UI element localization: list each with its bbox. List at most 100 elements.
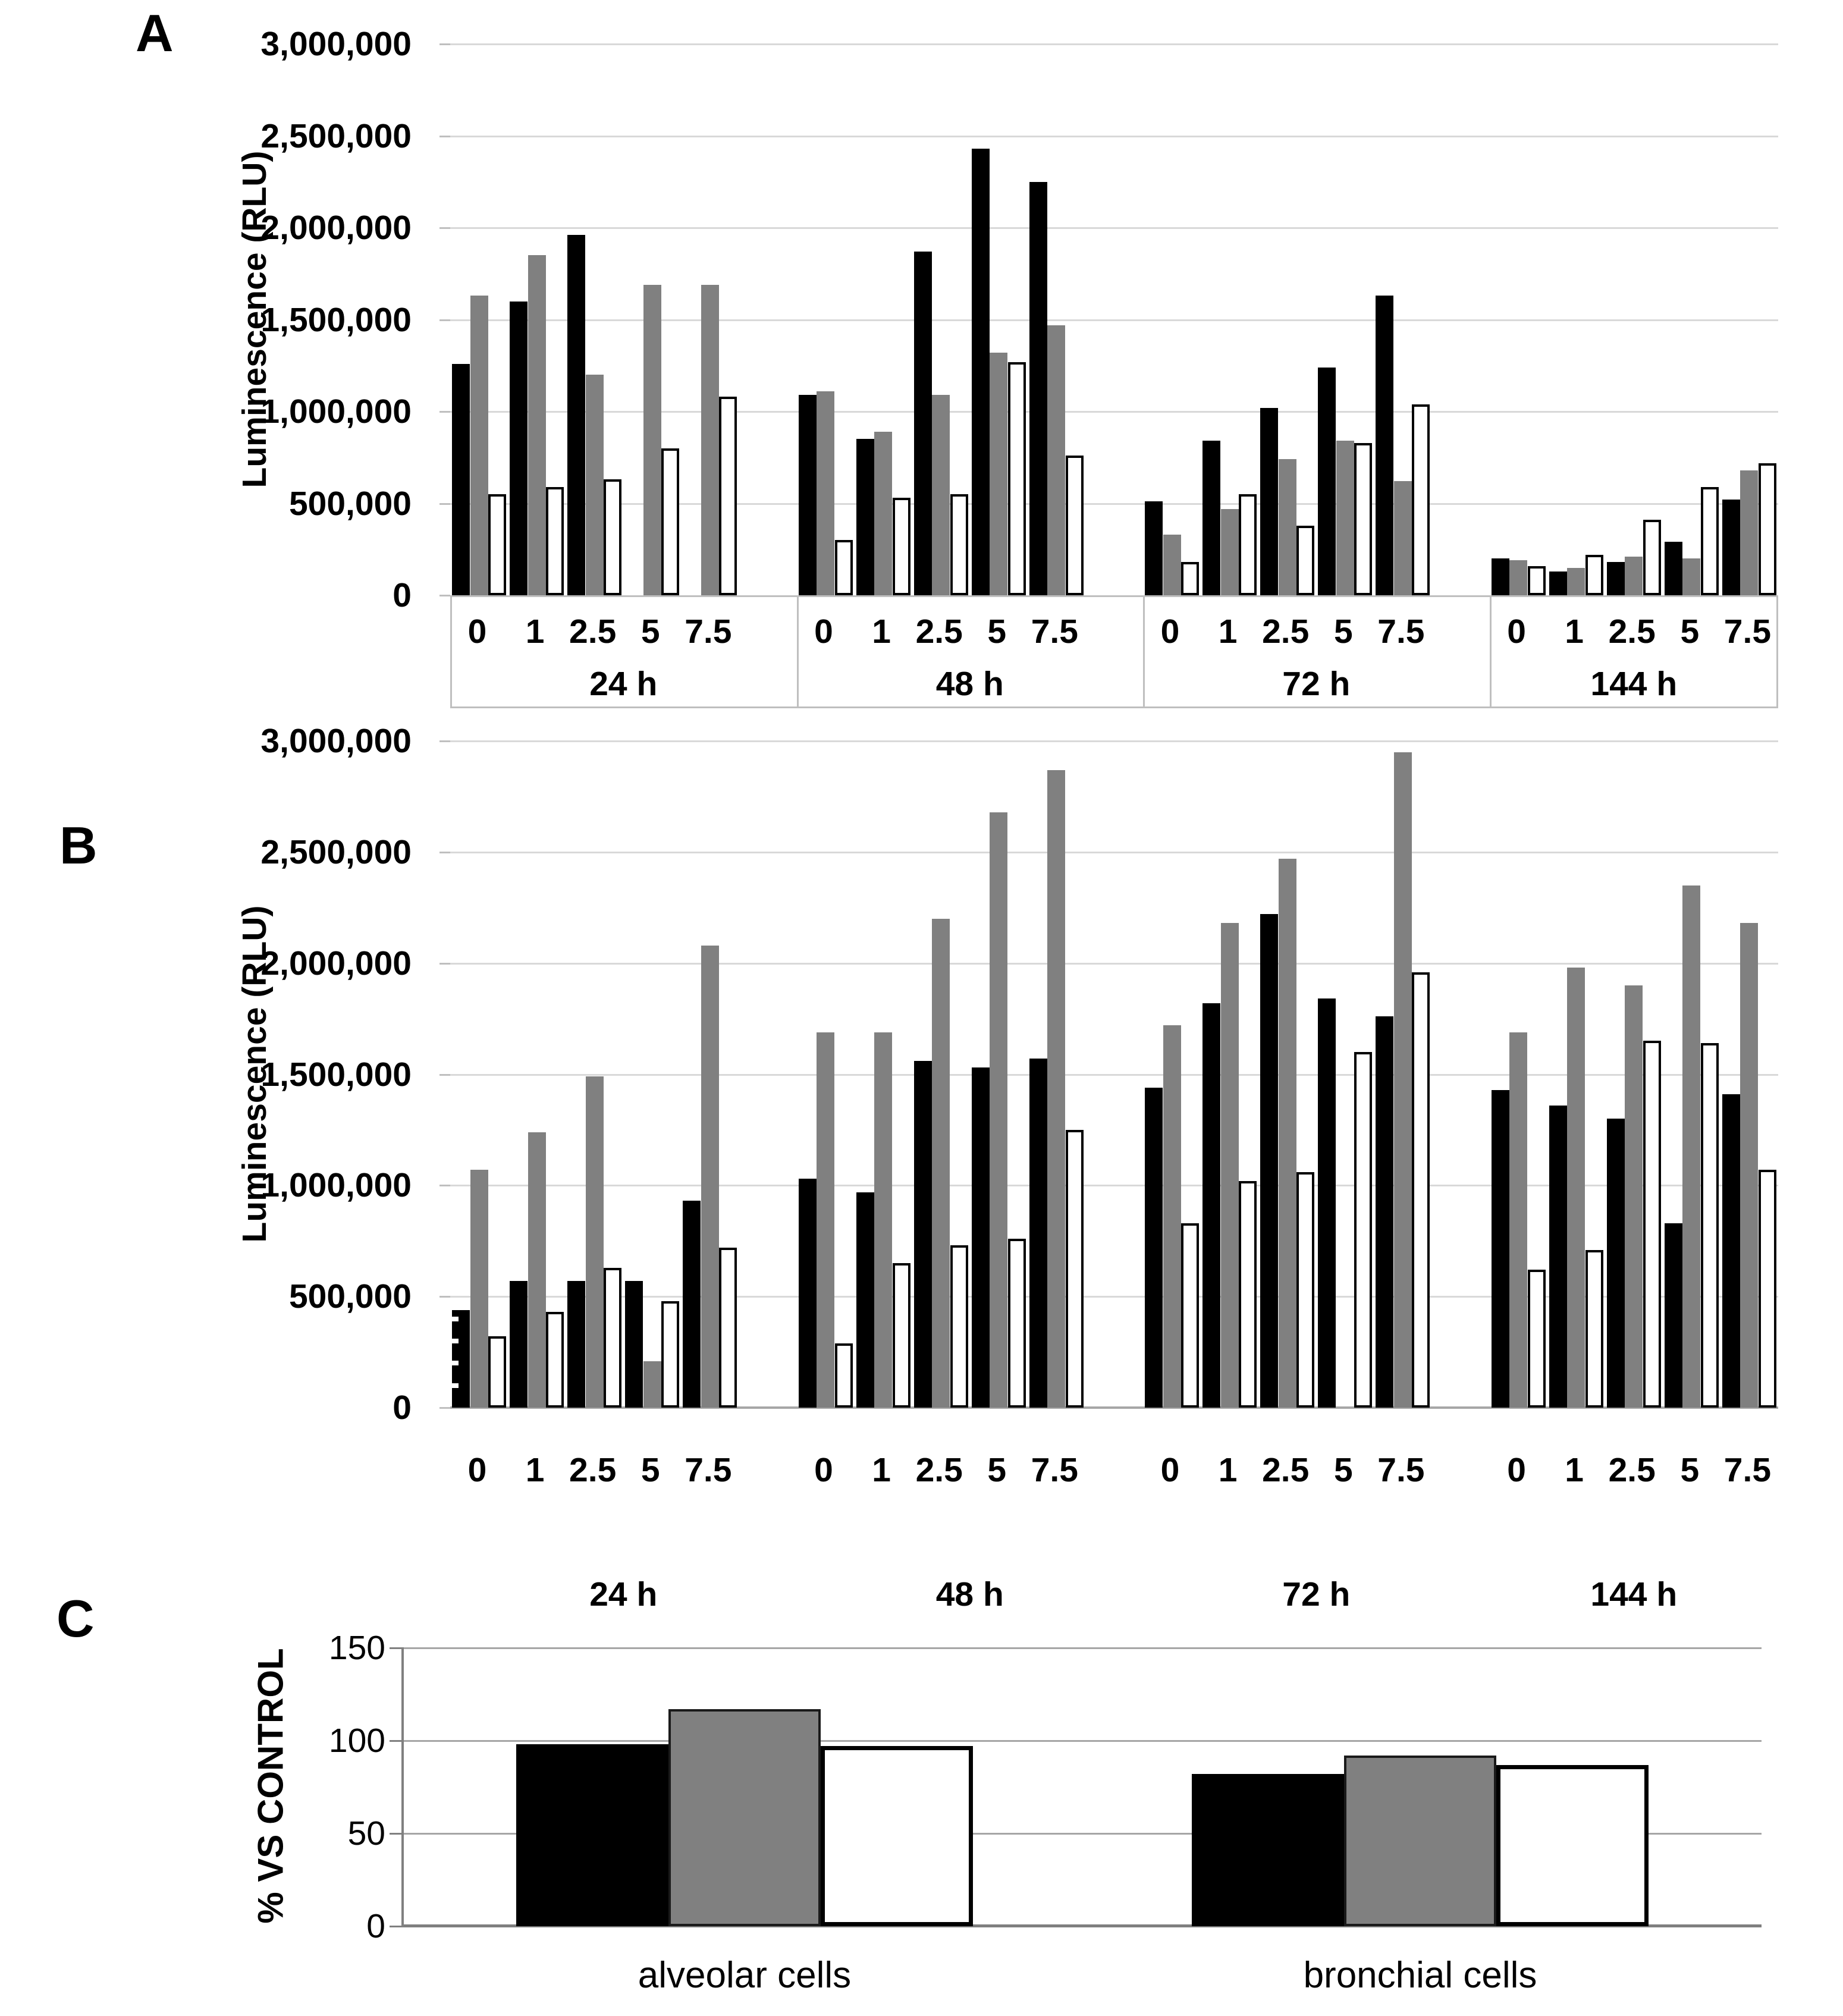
gridline bbox=[450, 503, 1778, 505]
bar-b-24h-7.5-gray bbox=[701, 946, 719, 1408]
gridline bbox=[404, 1647, 1762, 1649]
y-tick-label: 500,000 bbox=[288, 1277, 412, 1316]
x-tick-label: 5 bbox=[987, 613, 1007, 651]
bar-a-24h-1-white bbox=[546, 487, 564, 595]
axis-notch bbox=[450, 1339, 459, 1343]
bar-c-alveolar-gray bbox=[668, 1709, 821, 1926]
x-tick-label: 7.5 bbox=[685, 613, 732, 651]
x-tick-label: 0 bbox=[467, 1451, 487, 1489]
bar-a-24h-1-black bbox=[510, 302, 528, 595]
bar-a-144h-0-white bbox=[1527, 566, 1546, 595]
bar-a-24h-2.5-black bbox=[567, 235, 586, 595]
x-tick-label: 0 bbox=[814, 613, 833, 651]
bar-a-72h-7.5-gray bbox=[1393, 481, 1412, 595]
x-category-label: bronchial cells bbox=[1303, 1955, 1537, 1996]
time-group-label: 48 h bbox=[935, 665, 1004, 703]
x-tick-label: 0 bbox=[1507, 1451, 1526, 1489]
bar-b-72h-1-gray bbox=[1220, 923, 1239, 1408]
x-category-label: alveolar cells bbox=[638, 1955, 852, 1996]
bar-a-144h-5-black bbox=[1664, 542, 1682, 595]
axis-notch bbox=[450, 1383, 459, 1388]
bar-b-48h-5-white bbox=[1007, 1239, 1026, 1408]
bar-a-144h-5-gray bbox=[1682, 558, 1701, 595]
bar-a-72h-7.5-black bbox=[1376, 296, 1394, 595]
bar-b-48h-7.5-gray bbox=[1047, 770, 1066, 1408]
panel-c-letter: C bbox=[56, 1589, 95, 1648]
bar-b-24h-2.5-gray bbox=[585, 1076, 604, 1408]
bar-b-72h-0-white bbox=[1181, 1223, 1200, 1408]
bar-b-72h-2.5-white bbox=[1296, 1172, 1315, 1408]
panel-a-letter: A bbox=[136, 4, 174, 62]
x-tick-label: 1 bbox=[1218, 1451, 1238, 1489]
bar-a-144h-2.5-gray bbox=[1625, 557, 1643, 595]
y-tick-label: 100 bbox=[328, 1722, 385, 1760]
gridline bbox=[450, 227, 1778, 229]
x-tick-label: 0 bbox=[1160, 613, 1180, 651]
bar-a-144h-5-white bbox=[1700, 487, 1719, 595]
bar-b-144h-0-black bbox=[1491, 1090, 1509, 1408]
bar-a-24h-0-black bbox=[452, 364, 470, 595]
x-tick-label: 1 bbox=[872, 613, 891, 651]
bar-b-144h-5-white bbox=[1700, 1043, 1719, 1408]
x-tick-label: 5 bbox=[1680, 1451, 1700, 1489]
x-tick-label: 7.5 bbox=[1377, 613, 1425, 651]
y-axis-tick bbox=[439, 595, 450, 596]
bar-b-24h-0-gray bbox=[470, 1170, 488, 1408]
axis-notch bbox=[450, 1361, 459, 1365]
bar-b-48h-2.5-gray bbox=[932, 919, 950, 1408]
bar-b-48h-1-black bbox=[856, 1192, 874, 1408]
bar-a-48h-0-black bbox=[798, 395, 817, 595]
y-tick-label: 1,500,000 bbox=[260, 1055, 412, 1094]
bar-a-72h-2.5-black bbox=[1260, 408, 1279, 595]
bar-a-72h-7.5-white bbox=[1412, 404, 1430, 595]
gridline bbox=[404, 1833, 1762, 1835]
x-tick-label: 7.5 bbox=[1723, 613, 1772, 651]
bar-b-72h-1-white bbox=[1239, 1181, 1257, 1408]
gridline bbox=[450, 411, 1778, 413]
bar-a-48h-5-black bbox=[971, 149, 990, 595]
x-tick-label: 2.5 bbox=[1608, 613, 1656, 651]
gridline bbox=[450, 740, 1778, 742]
x-tick-label: 1 bbox=[525, 1451, 545, 1489]
time-group-label: 24 h bbox=[589, 1575, 658, 1613]
y-axis-tick bbox=[390, 1740, 404, 1742]
x-tick-label: 7.5 bbox=[1031, 1451, 1078, 1489]
bar-b-144h-7.5-black bbox=[1722, 1094, 1740, 1408]
y-axis-tick bbox=[439, 135, 450, 137]
x-tick-label: 7.5 bbox=[1723, 1451, 1772, 1489]
bar-a-72h-2.5-gray bbox=[1278, 459, 1296, 595]
bar-b-48h-1-gray bbox=[874, 1032, 893, 1408]
y-axis-tick bbox=[439, 1185, 450, 1187]
bar-b-24h-0-black bbox=[452, 1310, 470, 1408]
bar-a-144h-7.5-gray bbox=[1740, 470, 1759, 595]
bar-b-48h-0-gray bbox=[817, 1032, 835, 1408]
bar-b-48h-5-gray bbox=[990, 812, 1008, 1408]
bar-c-alveolar-white bbox=[821, 1746, 973, 1926]
bar-b-72h-2.5-gray bbox=[1278, 859, 1296, 1408]
bar-b-72h-7.5-white bbox=[1412, 972, 1430, 1408]
bar-a-24h-5-gray bbox=[643, 285, 661, 595]
x-tick-label: 5 bbox=[641, 1451, 660, 1489]
bar-b-48h-7.5-white bbox=[1065, 1130, 1084, 1408]
bar-b-144h-1-white bbox=[1585, 1250, 1603, 1408]
bar-b-48h-5-black bbox=[971, 1067, 990, 1408]
bar-a-24h-5-white bbox=[661, 448, 680, 595]
bar-a-72h-1-gray bbox=[1220, 509, 1239, 595]
gridline bbox=[404, 1740, 1762, 1742]
bar-a-48h-1-black bbox=[856, 439, 874, 595]
y-axis-tick bbox=[439, 962, 450, 965]
bar-b-48h-2.5-white bbox=[950, 1245, 968, 1408]
bar-b-48h-2.5-black bbox=[913, 1061, 932, 1408]
bar-b-72h-5-white bbox=[1354, 1052, 1373, 1408]
bar-b-72h-7.5-black bbox=[1376, 1016, 1394, 1408]
x-tick-label: 5 bbox=[1680, 613, 1700, 651]
bar-c-alveolar-black bbox=[516, 1744, 668, 1926]
bar-a-72h-0-white bbox=[1181, 562, 1200, 595]
x-tick-label: 0 bbox=[814, 1451, 833, 1489]
bar-a-24h-0-gray bbox=[470, 296, 488, 595]
bar-a-72h-5-black bbox=[1318, 368, 1336, 595]
bar-a-144h-1-white bbox=[1585, 555, 1603, 595]
y-axis-tick bbox=[439, 851, 450, 853]
bar-b-24h-7.5-white bbox=[719, 1248, 737, 1408]
x-axis-line bbox=[404, 1924, 1762, 1927]
